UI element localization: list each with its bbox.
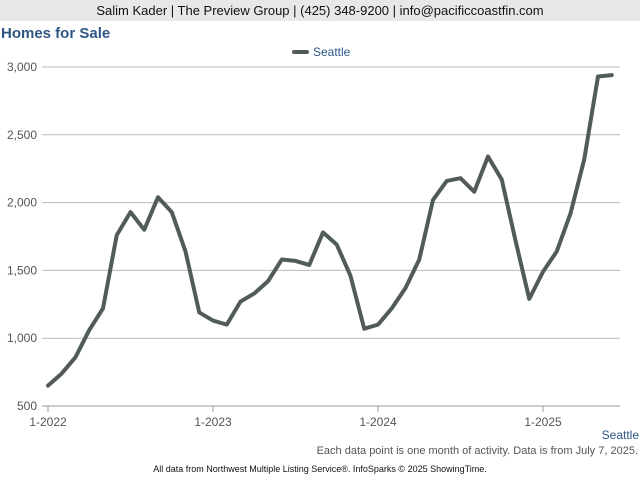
- x-tick-label: 1-2023: [194, 415, 232, 429]
- x-axis: 1-2022 1-2023 1-2024 1-2025: [29, 405, 620, 429]
- legend-swatch-seattle: [292, 50, 309, 54]
- y-axis-ticks: 500 1,000 1,500 2,000 2,500 3,000: [7, 60, 37, 413]
- x-tick-label: 1-2022: [29, 415, 67, 429]
- data-source: All data from Northwest Multiple Listing…: [153, 464, 487, 474]
- y-tick-label: 500: [17, 399, 37, 413]
- y-tick-label: 1,500: [7, 263, 37, 277]
- y-tick-label: 2,000: [7, 196, 37, 210]
- data-note: Each data point is one month of activity…: [316, 445, 638, 457]
- x-tick-label: 1-2025: [524, 415, 562, 429]
- contact-header: Salim Kader | The Preview Group | (425) …: [0, 0, 640, 21]
- chart-legend: Seattle: [292, 45, 350, 59]
- chart-title: Homes for Sale: [1, 25, 111, 42]
- y-tick-label: 3,000: [7, 60, 37, 74]
- series-line-seattle: [46, 73, 614, 388]
- legend-label-seattle: Seattle: [313, 45, 351, 59]
- series-lines: [46, 73, 614, 388]
- x-tick-label: 1-2024: [359, 415, 397, 429]
- series-end-label: Seattle: [601, 428, 639, 442]
- y-tick-label: 2,500: [7, 128, 37, 142]
- y-tick-label: 1,000: [7, 331, 37, 345]
- gridlines: [42, 66, 620, 339]
